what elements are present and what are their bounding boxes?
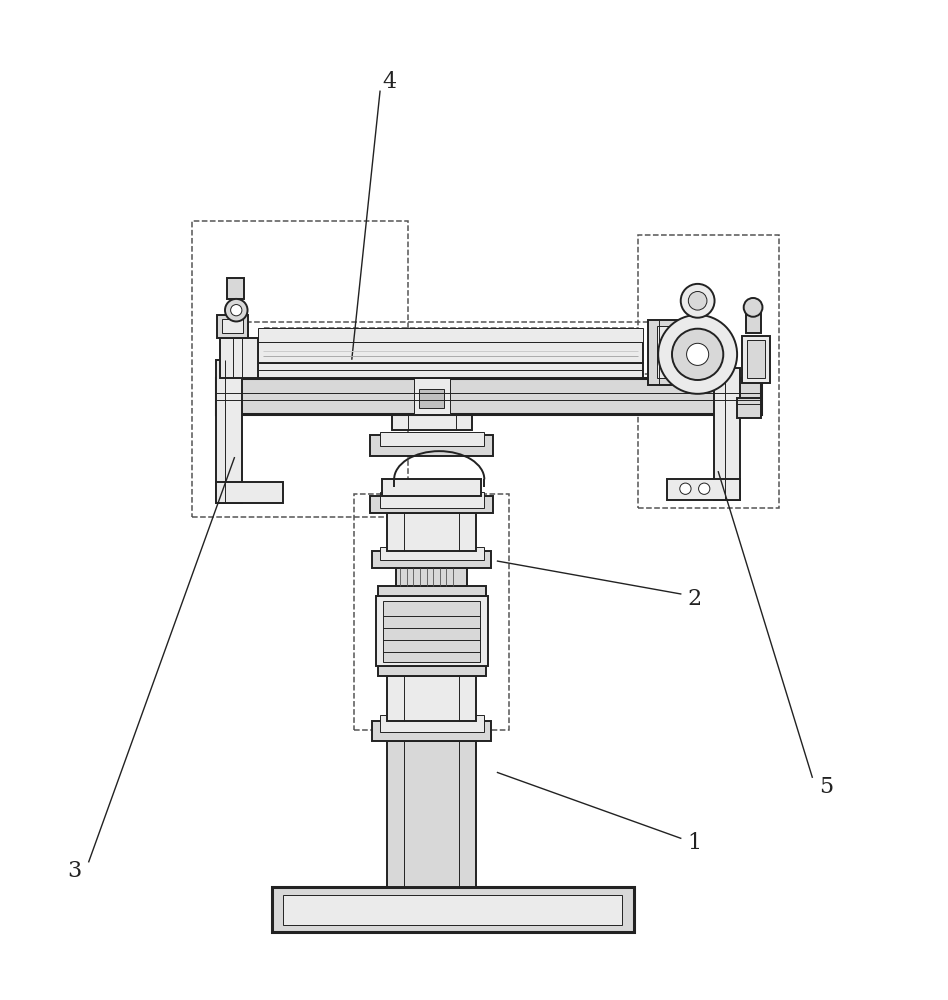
Text: 5: 5 [819,776,833,798]
Circle shape [686,343,709,365]
Bar [248,322,652,374]
Bar [215,360,242,503]
Bar [387,513,476,551]
Bar [220,338,258,378]
Bar [283,895,623,925]
Bar [420,389,444,408]
Bar [392,414,472,430]
Bar [192,221,409,517]
Bar [657,326,681,378]
Bar [377,586,485,596]
Bar [258,328,643,342]
Bar [746,340,765,378]
Bar [272,887,634,932]
Bar [258,363,643,378]
Bar [355,494,509,730]
Bar [638,235,779,508]
Circle shape [688,291,707,310]
Circle shape [681,284,715,318]
Bar [745,309,760,333]
Text: 3: 3 [67,860,82,882]
Bar [370,496,493,513]
Bar [666,479,740,500]
Bar [714,368,740,500]
Bar [647,320,684,385]
Bar [217,315,247,338]
Circle shape [658,315,738,394]
Text: 1: 1 [687,832,702,854]
Circle shape [680,483,691,494]
Bar [379,715,483,732]
Bar [377,666,485,676]
Bar [387,741,476,887]
Bar [379,547,483,560]
Circle shape [699,483,710,494]
Bar [370,435,493,456]
Circle shape [672,329,723,380]
Circle shape [743,298,762,317]
Bar [375,596,487,666]
Bar [227,278,244,299]
Bar [741,336,770,383]
Bar [414,378,449,414]
Circle shape [230,305,242,316]
Bar [382,479,481,496]
Bar [263,328,638,370]
Bar [215,378,760,414]
Text: 2: 2 [687,588,702,610]
Bar [379,492,483,508]
Bar [258,342,643,363]
Bar [222,319,243,333]
Text: 4: 4 [382,71,396,93]
Bar [372,551,491,568]
Circle shape [225,299,247,321]
Bar [383,601,480,662]
Bar [387,676,476,721]
Bar [396,568,467,586]
Bar [215,482,283,503]
Bar [738,398,760,418]
Bar [372,721,491,741]
Bar [379,432,483,446]
